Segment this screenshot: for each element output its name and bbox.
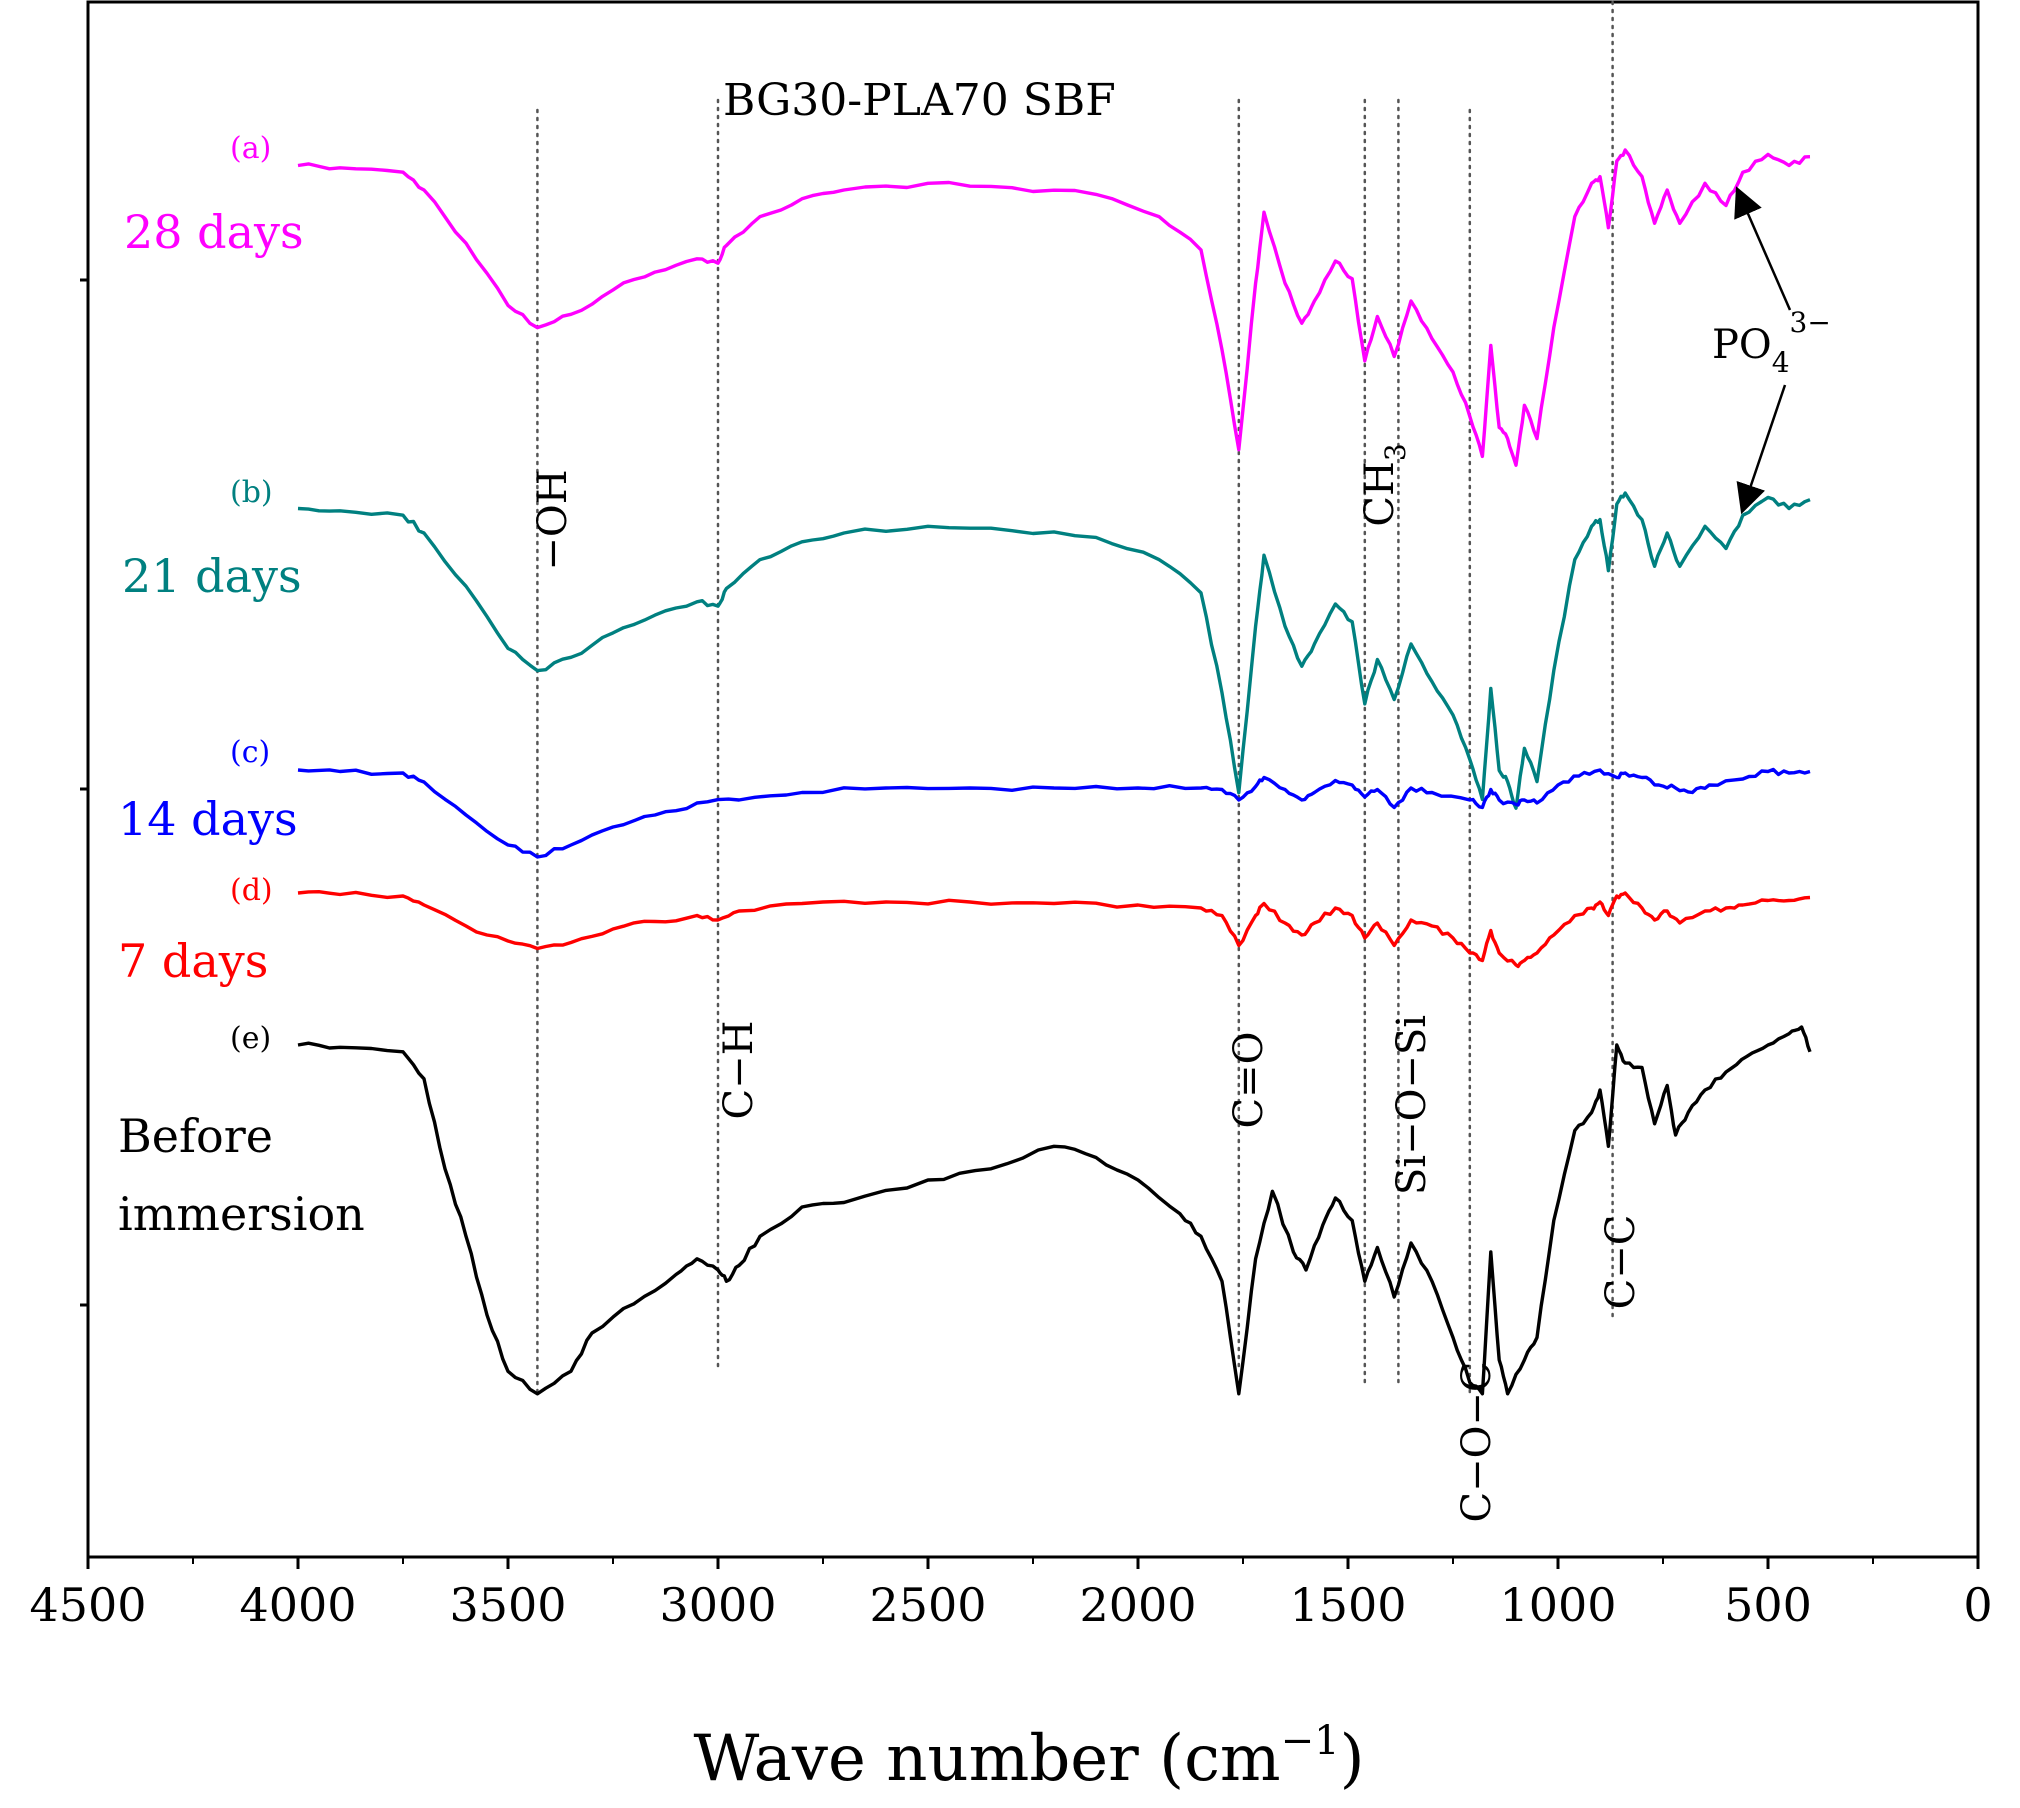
x-tick-label: 500 (1724, 1578, 1812, 1632)
x-axis-title-main: Wave number (cm (693, 1722, 1280, 1796)
annotation-ch3-main: CH (1357, 461, 1403, 527)
series-letter-label: (d) (230, 873, 273, 908)
x-axis-ticks: 4500 4000 3500 3000 2500 2000 1500 1000 500 0 (29, 1557, 1993, 1632)
x-tick-label: 4500 (29, 1578, 146, 1632)
spectra: (a) 28 days (b) 21 days (c) 14 days (d) 7 days (… (118, 131, 1812, 1396)
x-axis-title-close: ) (1340, 1722, 1365, 1796)
series-letter-label: (a) (230, 131, 271, 166)
x-tick-label: 0 (1963, 1578, 1992, 1632)
series-line (297, 148, 1811, 467)
x-axis-title-sup: −1 (1281, 1718, 1340, 1764)
x-tick-label: 3000 (659, 1578, 776, 1632)
annotation-coc: C−O−C (1454, 1361, 1500, 1522)
annotation-co: C=O (1226, 1032, 1272, 1129)
series-line (297, 1025, 1812, 1396)
band-annotations: −OH C−H CH3 C=O Si−O−Si C−O−C C−C PO43− (530, 186, 1831, 1523)
series-line (297, 890, 1811, 969)
series-name-label: 7 days (118, 934, 268, 988)
series-line (297, 491, 1811, 810)
chart-title: BG30-PLA70 SBF (723, 75, 1116, 126)
annotation-ch3-sub: 3 (1379, 443, 1412, 461)
x-tick-label: 1500 (1289, 1578, 1406, 1632)
x-tick-label: 4000 (239, 1578, 356, 1632)
annotation-cc: C−C (1598, 1215, 1644, 1310)
series-name-label: 21 days (122, 549, 302, 603)
po4-arrow-upper (1734, 186, 1792, 311)
series-letter-label: (c) (230, 735, 270, 770)
annotation-po4: PO43− (1712, 306, 1831, 379)
series-name-label: 14 days (118, 792, 298, 846)
plot-frame (80, 0, 1980, 1559)
annotation-ch: C−H (716, 1020, 762, 1119)
series-name-label: Before (118, 1109, 273, 1163)
annotation-po4-sup: 3− (1790, 306, 1831, 339)
annotation-po4-main: PO (1712, 322, 1772, 368)
x-tick-label: 3500 (449, 1578, 566, 1632)
series-name-label: 28 days (124, 205, 304, 259)
annotation-oh: −OH (530, 469, 576, 570)
annotation-ch3: CH3 (1357, 443, 1412, 526)
series-line (297, 767, 1811, 859)
series-letter-label: (e) (230, 1021, 271, 1056)
plot-border (86, 0, 1980, 1559)
series-name-label: immersion (118, 1187, 365, 1241)
annotation-siosi: Si−O−Si (1389, 1015, 1435, 1195)
reference-lines (536, 0, 1614, 1400)
x-tick-label: 1000 (1499, 1578, 1616, 1632)
x-axis-title: Wave number (cm−1) (693, 1718, 1364, 1796)
x-tick-label: 2000 (1079, 1578, 1196, 1632)
x-tick-label: 2500 (869, 1578, 986, 1632)
annotation-po4-sub: 4 (1772, 346, 1790, 379)
series-letter-label: (b) (230, 475, 273, 510)
po4-arrow-lower (1736, 384, 1787, 515)
